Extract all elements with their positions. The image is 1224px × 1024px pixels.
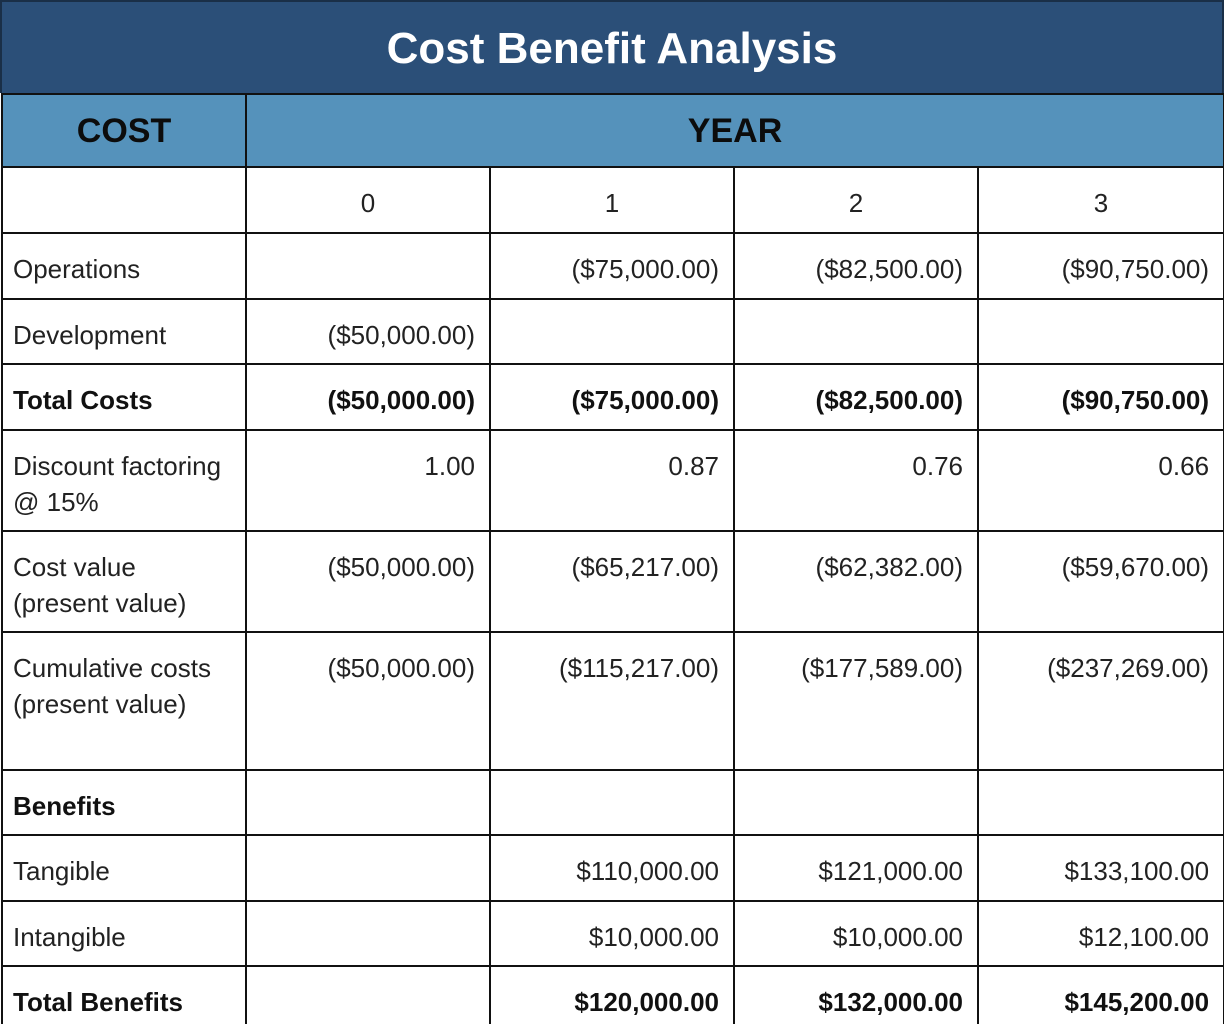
table: COST YEAR 0 1 2 3 Operations ($75,000.00) ($82… — [1, 93, 1224, 1024]
empty-cell — [976, 298, 1224, 365]
row-label: Total Benefits — [1, 965, 247, 1024]
value-cell: 0.66 — [976, 429, 1224, 532]
empty-cell — [976, 769, 1224, 836]
table-body: COST YEAR 0 1 2 3 Operations ($75,000.00) ($82… — [1, 93, 1224, 1024]
value-cell: $110,000.00 — [489, 834, 735, 902]
value-cell: $145,200.00 — [976, 965, 1224, 1024]
empty-cell — [489, 769, 735, 836]
row: Benefits — [1, 769, 1224, 836]
value-cell: $132,000.00 — [733, 965, 979, 1024]
empty-cell — [489, 298, 735, 365]
row-label: Cumulative costs (present value) — [1, 631, 247, 771]
value-cell: $10,000.00 — [489, 900, 735, 967]
header-row: COST YEAR — [1, 93, 1224, 168]
empty-cell — [733, 769, 979, 836]
empty-cell — [245, 232, 491, 300]
value-cell: ($90,750.00) — [976, 232, 1224, 300]
value-cell: ($75,000.00) — [489, 363, 735, 431]
value-cell: $12,100.00 — [976, 900, 1224, 967]
value-cell: $120,000.00 — [489, 965, 735, 1024]
value-cell: ($50,000.00) — [245, 298, 491, 365]
row-label: Tangible — [1, 834, 247, 902]
row: Tangible $110,000.00 $121,000.00 $133,100.0… — [1, 834, 1224, 902]
row: Cost value (present value) ($50,000.00) ($… — [1, 530, 1224, 633]
row: Total Costs ($50,000.00) ($75,000.00) ($82,… — [1, 363, 1224, 431]
value-cell: ($50,000.00) — [245, 530, 491, 633]
value-cell: ($82,500.00) — [733, 232, 979, 300]
empty-cell — [245, 769, 491, 836]
value-cell: ($90,750.00) — [976, 363, 1224, 431]
value-cell: ($59,670.00) — [976, 530, 1224, 633]
row-label: Total Costs — [1, 363, 247, 431]
value-cell: ($75,000.00) — [489, 232, 735, 300]
value-cell: 0.87 — [489, 429, 735, 532]
row: Operations ($75,000.00) ($82,500.00) ($90,7… — [1, 232, 1224, 300]
year-cell: 3 — [976, 166, 1224, 234]
value-cell: ($115,217.00) — [489, 631, 735, 771]
row: Discount factoring @ 15% 1.00 0.87 0.76 0.66 — [1, 429, 1224, 532]
value-cell: 0.76 — [733, 429, 979, 532]
empty-cell — [1, 166, 247, 234]
value-cell: ($62,382.00) — [733, 530, 979, 633]
empty-cell — [245, 834, 491, 902]
row-label: Development — [1, 298, 247, 365]
value-cell: ($65,217.00) — [489, 530, 735, 633]
row: Cumulative costs (present value) ($50,000… — [1, 631, 1224, 771]
value-cell: 1.00 — [245, 429, 491, 532]
value-cell: $133,100.00 — [976, 834, 1224, 902]
value-cell: ($82,500.00) — [733, 363, 979, 431]
header-cell: COST — [1, 93, 247, 168]
year-cell: 2 — [733, 166, 979, 234]
title: Cost Benefit Analysis — [0, 0, 1224, 93]
row-label: Operations — [1, 232, 247, 300]
row-label: Cost value (present value) — [1, 530, 247, 633]
value-cell: ($50,000.00) — [245, 363, 491, 431]
row: Development ($50,000.00) — [1, 298, 1224, 365]
value-cell: ($177,589.00) — [733, 631, 979, 771]
row: Intangible $10,000.00 $10,000.00 $12,100.00 — [1, 900, 1224, 967]
empty-cell — [245, 900, 491, 967]
year-cell: 0 — [245, 166, 491, 234]
empty-cell — [245, 965, 491, 1024]
row: Total Benefits $120,000.00 $132,000.00 $145… — [1, 965, 1224, 1024]
row-label: Intangible — [1, 900, 247, 967]
row-label: Benefits — [1, 769, 247, 836]
year-cell: 1 — [489, 166, 735, 234]
value-cell: ($237,269.00) — [976, 631, 1224, 771]
empty-cell — [733, 298, 979, 365]
header-cell: YEAR — [244, 93, 1224, 168]
row-label: Discount factoring @ 15% — [1, 429, 247, 532]
value-cell: $121,000.00 — [733, 834, 979, 902]
value-cell: $10,000.00 — [733, 900, 979, 967]
value-cell: ($50,000.00) — [245, 631, 491, 771]
